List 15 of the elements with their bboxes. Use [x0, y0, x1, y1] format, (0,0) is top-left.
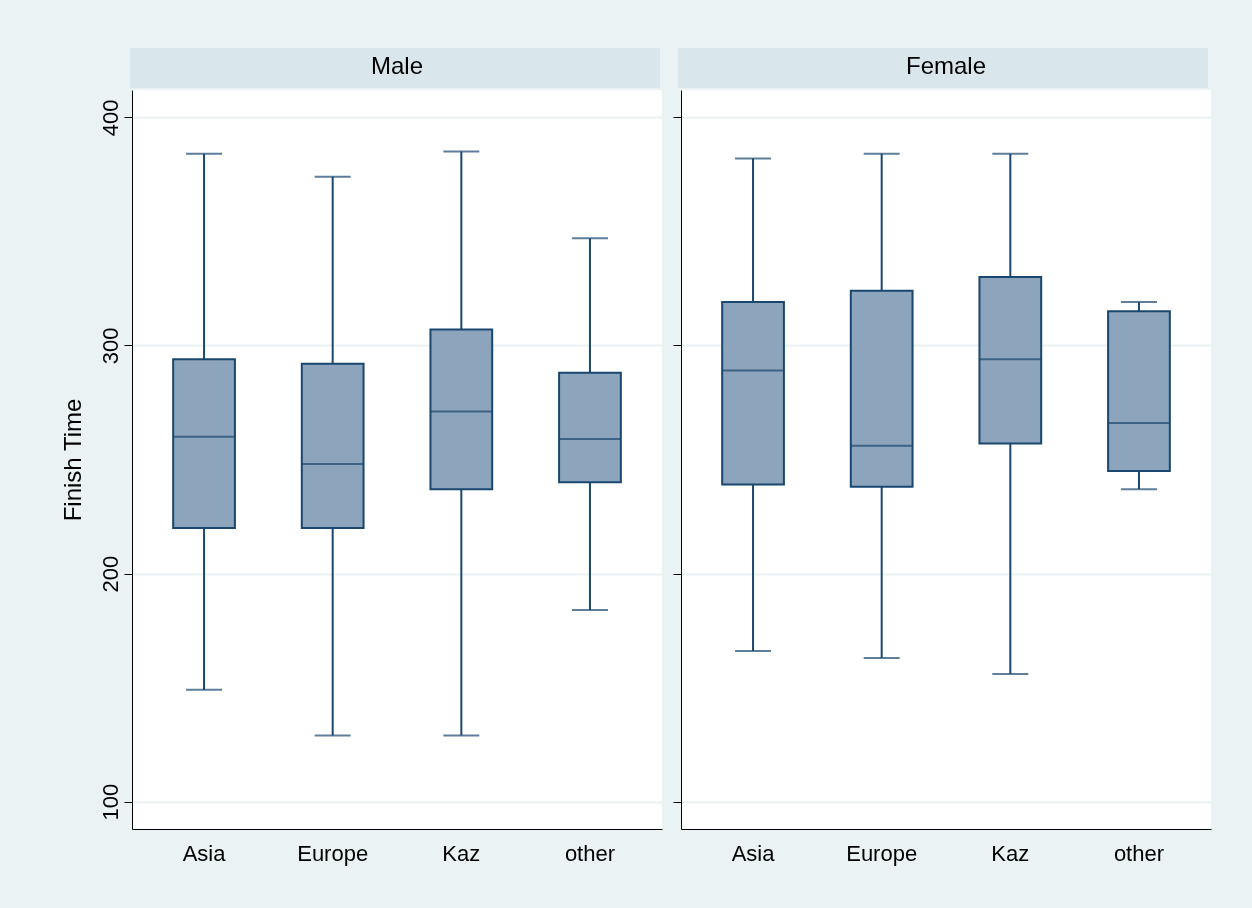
x-tick-label: Asia: [731, 840, 776, 866]
x-tick-label: Europe: [846, 840, 918, 866]
chart-title: Female: [905, 52, 987, 79]
y-tick-label: 200: [97, 555, 123, 593]
x-tick-label: Europe: [297, 840, 369, 866]
x-tick-label: other: [1113, 840, 1165, 866]
x-tick-label: Asia: [182, 840, 227, 866]
y-tick-label: 300: [97, 327, 123, 365]
y-tick-label: 400: [97, 99, 123, 137]
x-tick-label: Kaz: [442, 840, 481, 866]
y-tick-label: 100: [97, 783, 123, 821]
y-axis-title: Finish Time: [58, 398, 86, 522]
x-tick-label: Kaz: [991, 840, 1030, 866]
chart-title: Male: [370, 52, 424, 79]
x-tick-label: other: [564, 840, 616, 866]
